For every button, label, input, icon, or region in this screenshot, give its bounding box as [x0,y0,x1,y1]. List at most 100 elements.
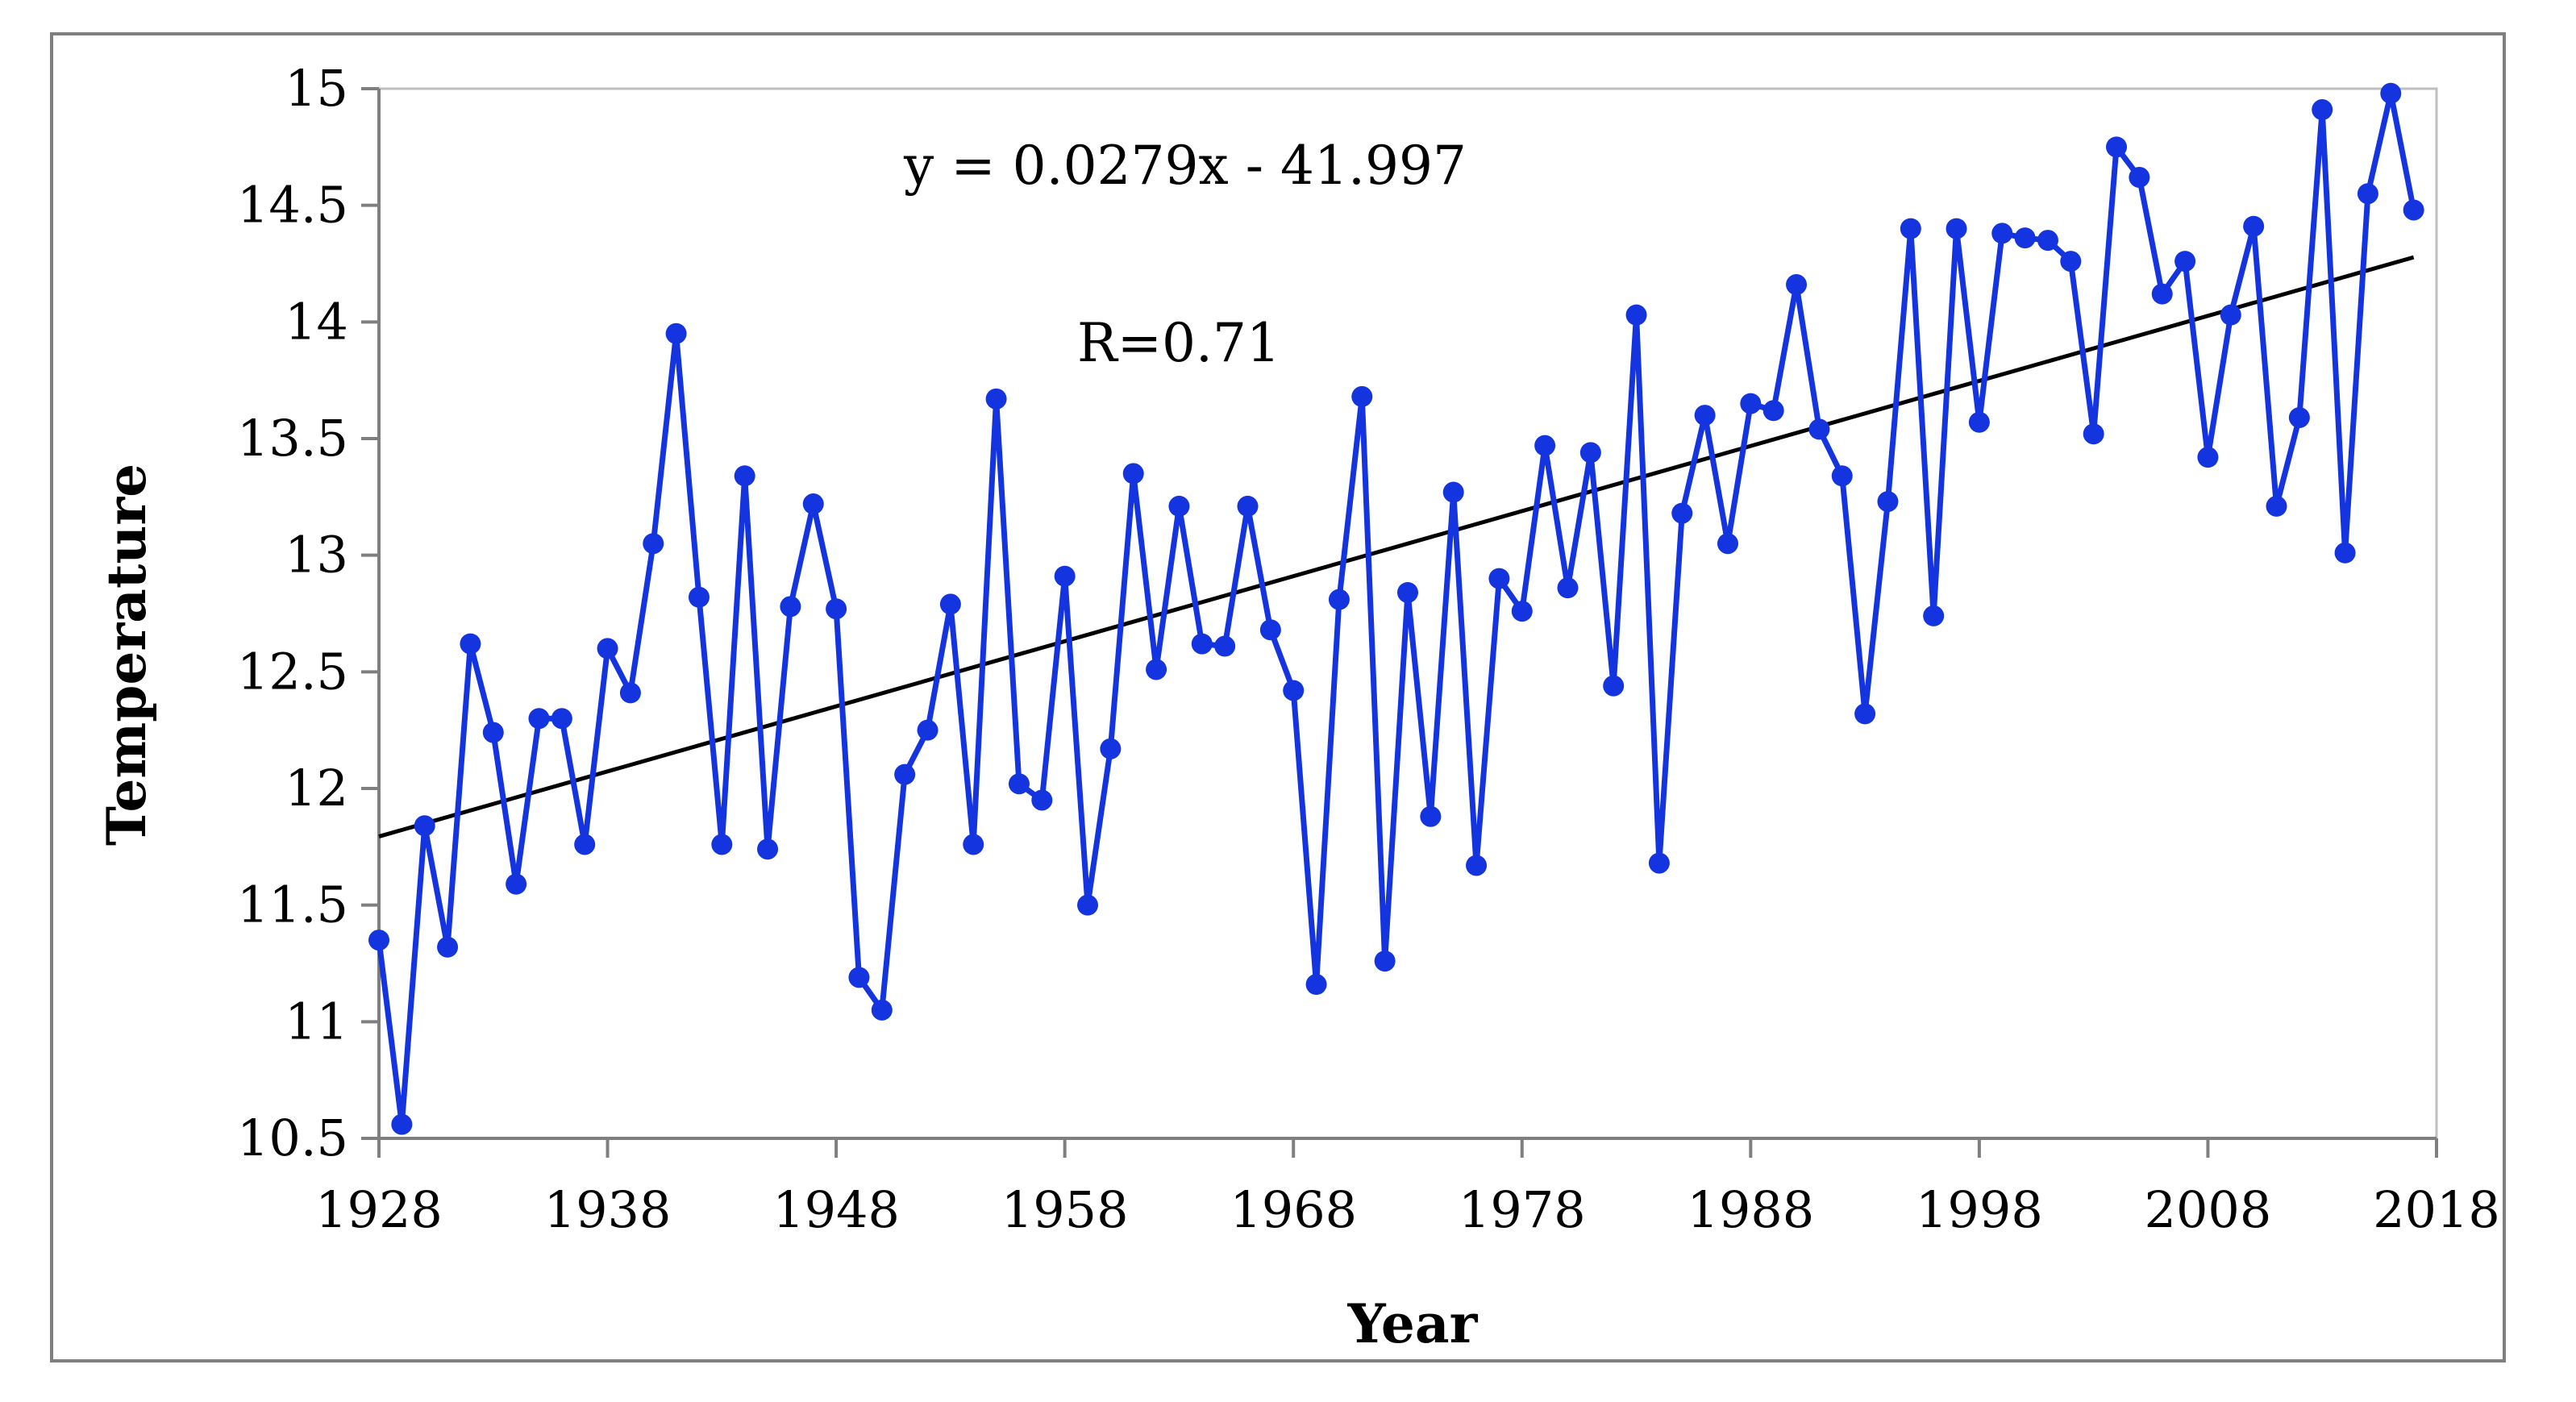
data-point [506,873,527,895]
data-point [482,722,504,743]
data-point [1283,680,1305,701]
y-tick-label: 15 [285,59,348,118]
data-point [780,596,801,618]
data-point [1100,738,1122,759]
data-point [1420,805,1442,827]
trendline-group [378,255,2415,838]
data-point [826,598,847,620]
data-point [2014,227,2036,249]
data-point [2357,183,2378,205]
data-point [1694,405,1716,426]
data-point [1671,502,1693,524]
data-point [2220,304,2241,326]
data-point [871,999,893,1021]
data-point [1877,491,1899,513]
data-point [414,815,435,837]
data-point [2083,423,2104,445]
x-tick-label: 1968 [1230,1180,1357,1239]
y-tick-label: 11.5 [237,876,348,934]
x-tick-label: 1948 [772,1180,900,1239]
data-point [2151,283,2173,305]
data-point [848,967,870,988]
data-point [1603,675,1625,697]
data-point [1214,635,1236,657]
data-point [917,719,938,741]
data-point [2243,215,2265,237]
data-point [2060,251,2082,272]
data-point [597,638,618,659]
data-point [939,593,961,615]
data-point [2288,406,2310,428]
data-point [1740,393,1762,414]
data-point [757,838,779,860]
data-point [688,586,710,608]
data-point [1900,218,1921,239]
data-point [1031,789,1053,811]
data-point [1762,400,1784,422]
data-point [1466,855,1488,876]
data-point [574,834,596,855]
x-tick-label: 1958 [1001,1180,1129,1239]
data-point [1511,601,1533,622]
data-point [894,763,916,785]
data-point [1305,974,1327,996]
data-point [1786,274,1808,296]
data-point [1968,411,1990,433]
y-axis: 10.5 11 11.5 12 12.5 13 13.5 14 14.5 15 [237,59,381,1167]
r-value-annotation: R=0.71 [1077,312,1280,374]
data-point [2266,495,2287,517]
data-point [1351,385,1373,407]
chart-frame [50,32,2506,1362]
x-tick-label: 1928 [315,1180,443,1239]
data-point [2403,199,2424,221]
data-point [1854,703,1876,725]
data-point [963,834,984,855]
x-axis: 1928 1938 1948 1958 1968 1978 1988 1998 2008 2018 [315,1137,2500,1239]
data-point [1191,633,1213,655]
data-point [1397,581,1418,603]
y-tick-label: 11 [285,992,348,1050]
x-tick-label: 1988 [1687,1180,1814,1239]
data-point [1625,304,1647,326]
data-point [1946,218,1967,239]
x-axis-title: Year [1347,1292,1479,1355]
data-point [1488,568,1510,589]
x-tick-label: 1978 [1459,1180,1586,1239]
data-point [2106,136,2128,158]
data-point [1648,852,1670,874]
data-point [985,388,1007,410]
data-point [1008,773,1030,795]
data-point [1077,894,1099,916]
data-point [1146,659,1167,680]
data-point [551,708,572,730]
data-point [1328,589,1350,610]
points-group [368,82,2424,1135]
data-point [1831,465,1853,487]
data-point [1442,481,1464,503]
data-point [1579,442,1601,464]
y-tick-label: 12 [285,759,348,817]
data-point [665,322,687,344]
y-tick-label: 13 [285,526,348,585]
series-line [376,90,2417,1128]
data-point [1168,495,1190,517]
series-group [376,90,2417,1128]
data-point [528,708,550,730]
y-tick-label: 14.5 [237,176,348,235]
x-tick-label: 2008 [2145,1180,2272,1239]
data-point [711,834,733,855]
data-point [2129,166,2150,188]
data-point [643,533,664,555]
data-point [1374,951,1396,972]
data-point [802,493,824,515]
y-tick-label: 14 [285,292,348,351]
data-point [2312,99,2333,121]
y-tick-label: 12.5 [237,642,348,701]
data-point [1717,533,1738,555]
y-tick-label: 10.5 [237,1109,348,1167]
data-point [391,1113,413,1135]
data-point [1054,565,1076,587]
data-point [734,465,755,487]
data-point [1237,495,1259,517]
